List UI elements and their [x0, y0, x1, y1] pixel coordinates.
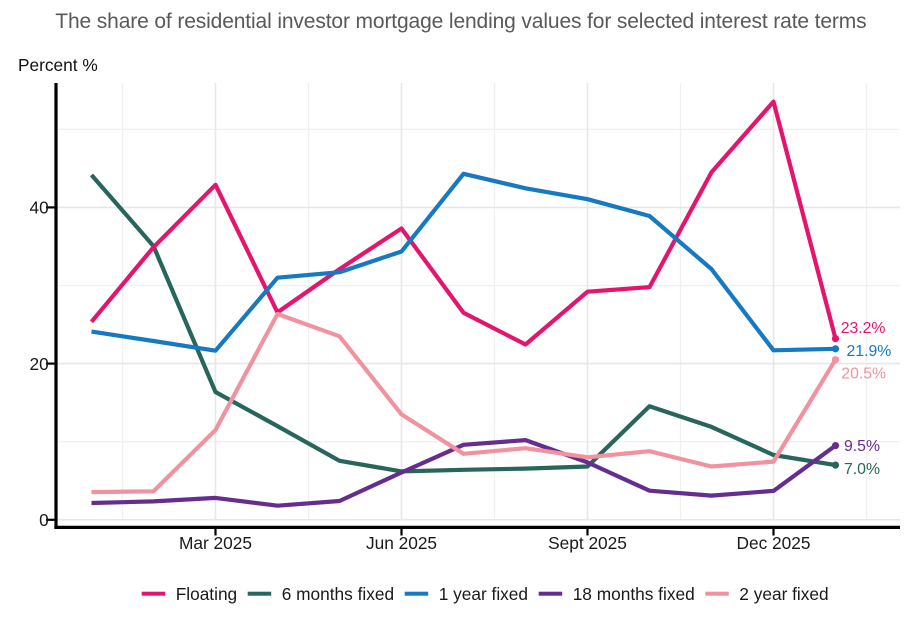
svg-text:20.5%: 20.5%: [841, 365, 886, 382]
svg-text:Jun 2025: Jun 2025: [366, 533, 437, 553]
svg-text:1 year fixed: 1 year fixed: [439, 584, 528, 604]
svg-text:20: 20: [29, 354, 48, 374]
svg-text:40: 40: [29, 198, 48, 218]
svg-text:23.2%: 23.2%: [841, 320, 886, 337]
svg-text:7.0%: 7.0%: [844, 461, 880, 478]
svg-text:Sept 2025: Sept 2025: [548, 533, 627, 553]
svg-text:Dec 2025: Dec 2025: [737, 533, 811, 553]
svg-text:0: 0: [39, 510, 49, 530]
svg-text:9.5%: 9.5%: [844, 438, 880, 455]
svg-text:18 months fixed: 18 months fixed: [573, 584, 695, 604]
svg-text:The share of residential inves: The share of residential investor mortga…: [55, 10, 866, 33]
svg-text:Percent %: Percent %: [18, 55, 98, 75]
svg-text:2 year fixed: 2 year fixed: [739, 584, 828, 604]
svg-text:Floating: Floating: [176, 584, 237, 604]
svg-text:6 months fixed: 6 months fixed: [282, 584, 394, 604]
svg-text:Mar 2025: Mar 2025: [179, 533, 252, 553]
svg-text:21.9%: 21.9%: [847, 343, 892, 360]
